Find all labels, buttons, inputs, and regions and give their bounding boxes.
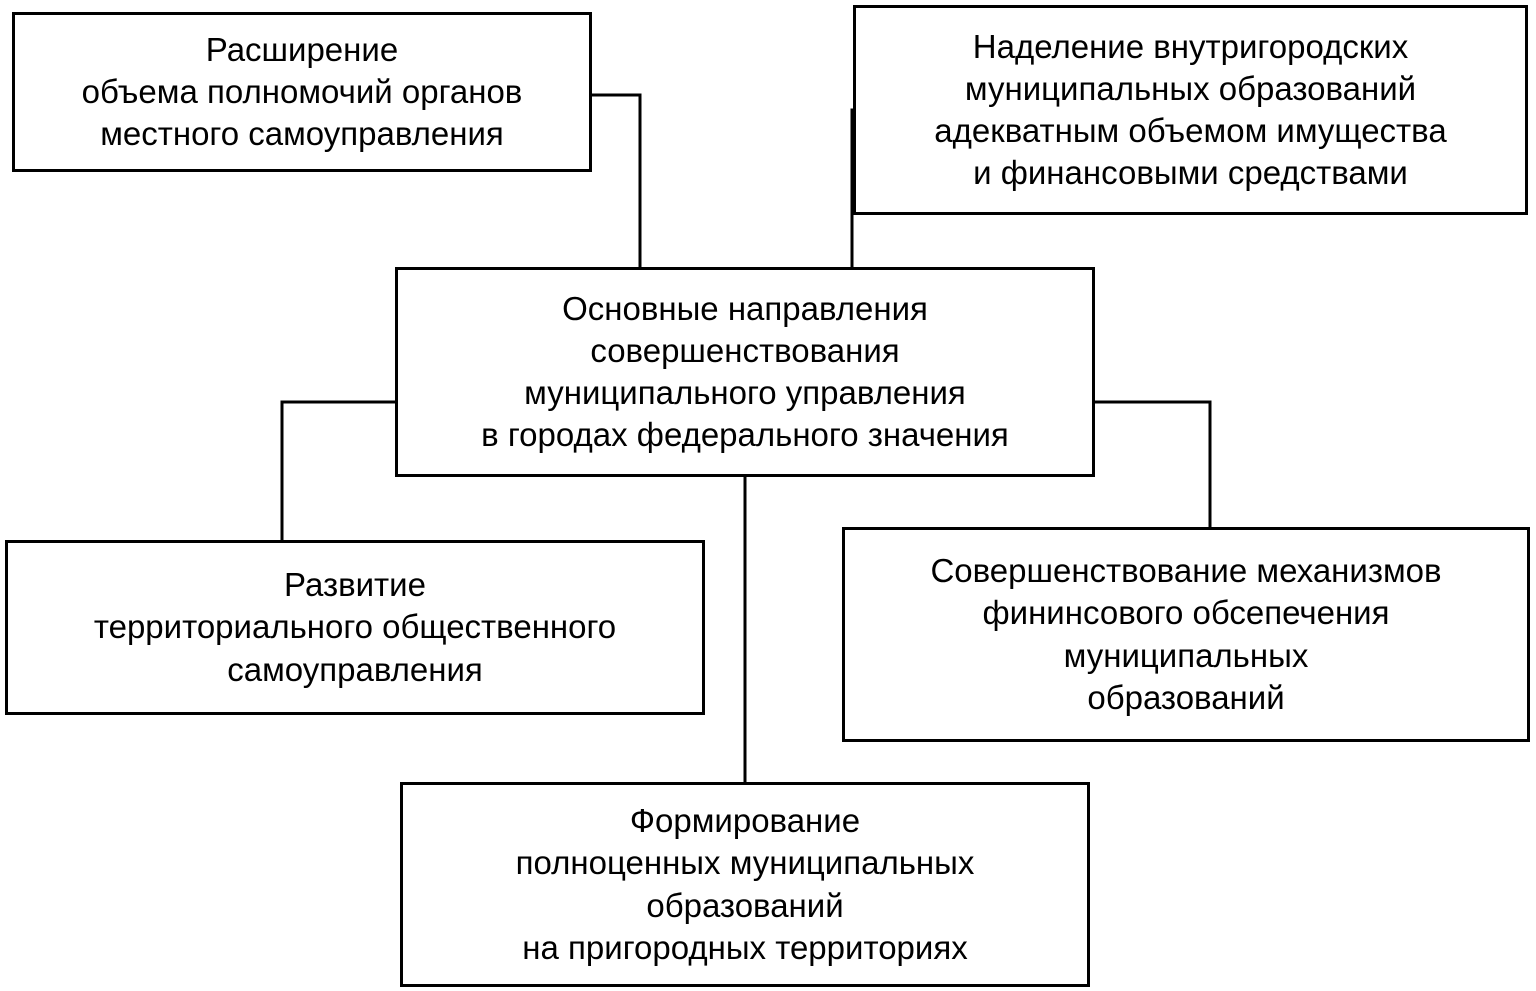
- edge-center-midright: [1095, 402, 1210, 527]
- node-bottom-label: Формирование полноценных муниципальных о…: [516, 800, 975, 969]
- node-center-label: Основные направления совершенствования м…: [481, 288, 1009, 457]
- node-mid-right: Совершенствование механизмов фининсового…: [842, 527, 1530, 742]
- node-top-left-label: Расширение объема полномочий органов мес…: [82, 29, 523, 156]
- node-top-right: Наделение внутригородских муниципальных …: [853, 5, 1528, 215]
- diagram-canvas: Основные направления совершенствования м…: [0, 0, 1536, 991]
- edge-center-topleft: [592, 95, 640, 267]
- node-mid-left-label: Развитие территориального общественного …: [94, 564, 616, 691]
- node-center: Основные направления совершенствования м…: [395, 267, 1095, 477]
- node-top-left: Расширение объема полномочий органов мес…: [12, 12, 592, 172]
- node-mid-right-label: Совершенствование механизмов фининсового…: [930, 550, 1441, 719]
- node-mid-left: Развитие территориального общественного …: [5, 540, 705, 715]
- node-top-right-label: Наделение внутригородских муниципальных …: [934, 26, 1446, 195]
- edge-center-midleft: [282, 402, 395, 540]
- node-bottom: Формирование полноценных муниципальных о…: [400, 782, 1090, 987]
